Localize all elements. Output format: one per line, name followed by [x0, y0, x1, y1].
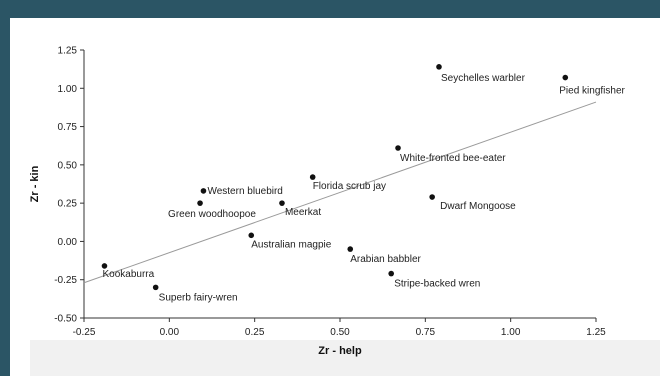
- regression-line: [83, 101, 597, 284]
- point-label: Superb fairy-wren: [159, 292, 238, 303]
- data-point: [347, 246, 354, 252]
- data-point: [101, 263, 108, 269]
- x-tick-label: 0.25: [245, 327, 265, 338]
- x-tick-label: 1.00: [501, 327, 521, 338]
- x-tick-label: 1.25: [586, 327, 606, 338]
- bottom-strip: [30, 340, 660, 376]
- x-axis: -0.25 0.00 0.25 0.50 0.75 1.00 1.25: [73, 317, 606, 338]
- y-tick-label: 0.50: [58, 160, 78, 171]
- point-label: Stripe-backed wren: [394, 279, 480, 290]
- data-point: [429, 194, 435, 200]
- y-tick-label: -0.25: [54, 275, 77, 286]
- point-label: Kookaburra: [102, 269, 154, 280]
- x-tick-label: 0.75: [416, 327, 436, 338]
- x-tick-label: -0.25: [73, 327, 96, 338]
- point-label: Florida scrub jay: [313, 181, 386, 192]
- y-tick-label: 1.00: [58, 84, 78, 95]
- y-tick-label: 0.00: [58, 237, 78, 248]
- point-label: Pied kingfisher: [559, 86, 625, 97]
- point-label: Dwarf Mongoose: [440, 201, 516, 212]
- point-label: Australian magpie: [251, 239, 331, 250]
- data-point: [436, 64, 442, 70]
- point-label: Western bluebird: [207, 186, 282, 197]
- point-label: Meerkat: [285, 207, 321, 218]
- y-axis-title: Zr - kin: [29, 165, 41, 202]
- y-axis: 1.25 1.00 0.75 0.50 0.25 0.00 -0.25 -0.50: [54, 46, 85, 325]
- data-point: [152, 284, 159, 291]
- x-axis-title: Zr - help: [318, 345, 362, 357]
- chart-frame: [10, 18, 660, 376]
- point-label: Seychelles warbler: [441, 73, 526, 84]
- data-point: [562, 74, 569, 81]
- x-tick-label: 0.00: [160, 327, 180, 338]
- data-point: [200, 188, 207, 194]
- data-point: [388, 270, 395, 277]
- data-point: [248, 232, 255, 239]
- data-point: [197, 200, 203, 206]
- point-label: Green woodhoopoe: [168, 209, 256, 220]
- y-tick-label: 1.25: [58, 46, 78, 57]
- y-tick-label: -0.50: [54, 314, 77, 325]
- point-label: Arabian babbler: [350, 254, 421, 265]
- data-point: [279, 200, 285, 206]
- data-point: [309, 174, 316, 180]
- x-tick-label: 0.50: [330, 327, 350, 338]
- point-label: White-fronted bee-eater: [400, 153, 506, 164]
- y-tick-label: 0.75: [58, 122, 78, 133]
- y-tick-label: 0.25: [58, 199, 78, 210]
- data-point: [395, 145, 401, 151]
